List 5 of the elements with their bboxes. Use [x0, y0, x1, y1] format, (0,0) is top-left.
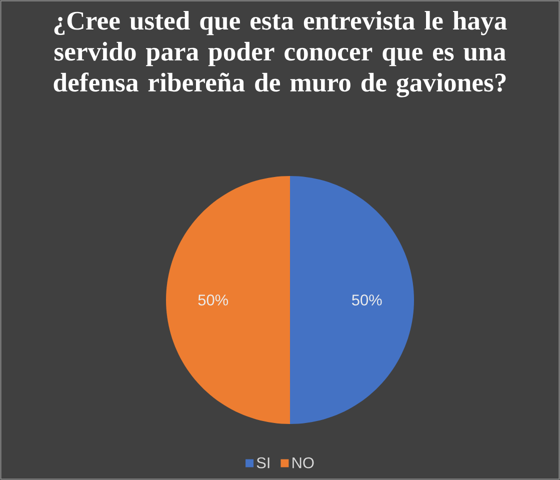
data-label: 50%: [352, 294, 382, 306]
legend-label: NO: [292, 457, 314, 468]
data-label: 50%: [198, 294, 228, 306]
legend-label: SI: [256, 457, 270, 468]
chart-title: ¿Cree usted que esta entrevista le haya servido para poder conocer que es una defensa ribereña de muro de gaviones?: [54, 10, 507, 98]
